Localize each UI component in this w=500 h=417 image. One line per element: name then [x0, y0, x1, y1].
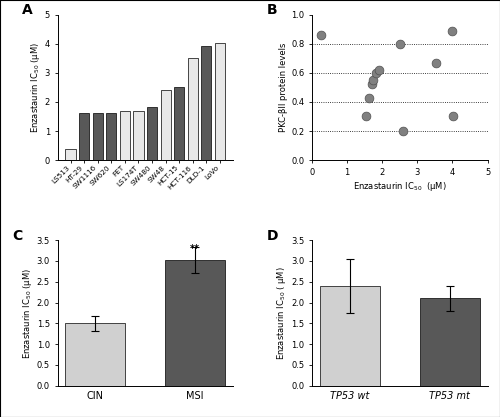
Point [368, 81, 376, 88]
Point [400, 128, 407, 134]
Bar [134, 111, 143, 160]
Text: A: A [22, 3, 33, 17]
Bar [66, 323, 126, 386]
Text: C: C [12, 229, 22, 243]
Bar [165, 260, 225, 386]
Point [362, 113, 370, 120]
Bar [106, 113, 117, 160]
Point [449, 113, 457, 120]
Point [317, 32, 325, 38]
Y-axis label: Enzastaurin IC$_{50}$ (μM): Enzastaurin IC$_{50}$ (μM) [28, 42, 42, 133]
Point [432, 59, 440, 66]
X-axis label: Enzastaurin IC$_{50}$  (μM): Enzastaurin IC$_{50}$ (μM) [353, 180, 446, 193]
Point [370, 77, 378, 83]
Text: **: ** [190, 244, 200, 254]
Bar [92, 113, 103, 160]
Bar [215, 43, 225, 160]
Point [365, 94, 373, 101]
Bar [420, 299, 480, 386]
Point [374, 67, 382, 73]
Point [372, 70, 380, 76]
Bar [66, 149, 76, 160]
Bar [202, 46, 211, 160]
Bar [320, 286, 380, 386]
Y-axis label: Enzastaurin IC$_{50}$ (μM): Enzastaurin IC$_{50}$ (μM) [21, 267, 34, 359]
Text: D: D [266, 229, 278, 243]
Bar [120, 111, 130, 160]
Bar [160, 90, 170, 160]
Y-axis label: PKC-βII protein levels: PKC-βII protein levels [280, 43, 288, 132]
Bar [79, 113, 89, 160]
Bar [147, 107, 157, 160]
Text: B: B [266, 3, 277, 17]
Bar [174, 88, 184, 160]
Point [396, 40, 404, 47]
Point [448, 27, 456, 34]
Bar [188, 58, 198, 160]
Y-axis label: Enzastaurin IC$_{50}$ ( μM): Enzastaurin IC$_{50}$ ( μM) [276, 266, 288, 360]
